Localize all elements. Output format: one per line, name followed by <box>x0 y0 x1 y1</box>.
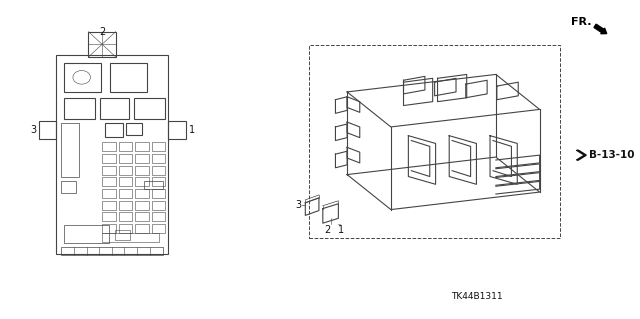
Text: 3: 3 <box>295 200 301 210</box>
Bar <box>135 224 148 233</box>
Bar <box>56 55 168 254</box>
Bar <box>152 201 165 210</box>
Bar <box>152 177 165 186</box>
Bar <box>135 201 148 210</box>
Text: TK44B1311: TK44B1311 <box>451 292 502 300</box>
FancyArrow shape <box>594 24 607 34</box>
Bar <box>135 143 148 151</box>
Bar <box>102 233 159 242</box>
Bar <box>135 177 148 186</box>
Bar <box>152 212 165 221</box>
Bar <box>144 182 163 189</box>
Bar <box>61 247 163 255</box>
Text: 1: 1 <box>189 125 195 135</box>
Text: 1: 1 <box>339 225 344 235</box>
Bar <box>102 143 116 151</box>
Text: FR.: FR. <box>571 17 591 27</box>
Bar <box>64 63 101 92</box>
Bar <box>309 45 560 238</box>
Bar <box>127 123 142 135</box>
Bar <box>61 123 79 176</box>
Bar <box>88 32 116 57</box>
Bar <box>102 166 116 174</box>
Bar <box>118 154 132 163</box>
Bar <box>64 98 95 119</box>
Bar <box>110 63 147 92</box>
Bar <box>152 224 165 233</box>
Bar <box>61 182 76 193</box>
Bar <box>152 143 165 151</box>
Bar <box>118 143 132 151</box>
Bar <box>135 154 148 163</box>
Bar <box>134 98 165 119</box>
Bar <box>118 212 132 221</box>
Bar <box>152 154 165 163</box>
Bar <box>118 189 132 198</box>
Text: 2: 2 <box>324 225 331 235</box>
Bar <box>64 225 109 243</box>
Text: B-13-10: B-13-10 <box>589 150 635 160</box>
Bar <box>152 166 165 174</box>
Bar <box>168 121 186 138</box>
Bar <box>102 212 116 221</box>
Bar <box>102 154 116 163</box>
Bar <box>102 224 116 233</box>
Bar <box>118 201 132 210</box>
Bar <box>152 189 165 198</box>
Bar <box>118 224 132 233</box>
Bar <box>39 121 56 138</box>
Bar <box>118 177 132 186</box>
Bar <box>102 189 116 198</box>
Bar <box>100 98 129 119</box>
Bar <box>135 212 148 221</box>
Text: 3: 3 <box>30 125 36 135</box>
Bar <box>102 177 116 186</box>
Text: 2: 2 <box>99 27 105 37</box>
Bar <box>135 189 148 198</box>
Bar <box>102 201 116 210</box>
Bar <box>115 230 131 240</box>
Bar <box>105 123 122 137</box>
Bar <box>135 166 148 174</box>
Bar <box>118 166 132 174</box>
